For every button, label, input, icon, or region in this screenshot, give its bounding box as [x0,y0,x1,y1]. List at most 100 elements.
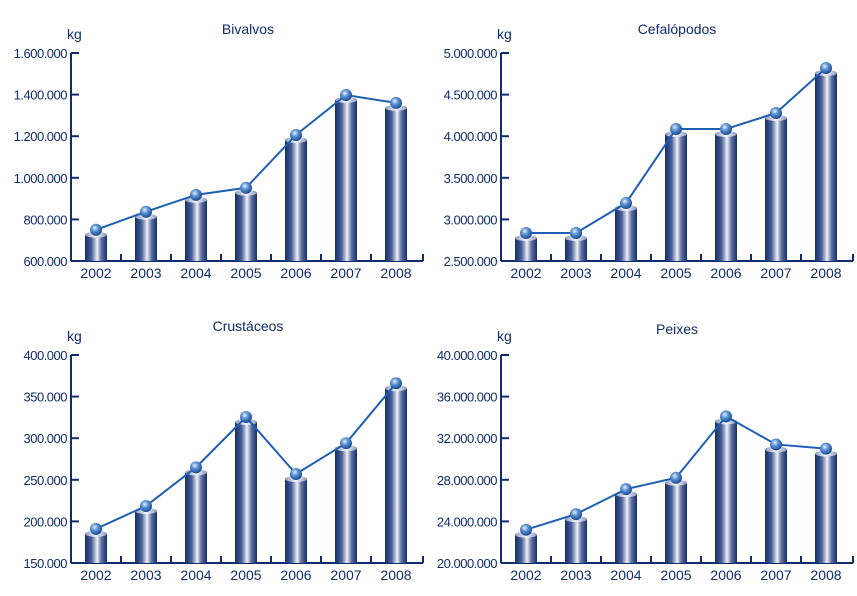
x-tick-label: 2003 [130,265,161,281]
bar-2007 [765,449,787,563]
y-tick-label: 36.000.000 [437,390,497,405]
bar-2002 [85,533,107,563]
x-tick-label: 2008 [810,265,841,281]
data-point-2003 [140,500,152,513]
bar-2005 [235,421,257,563]
y-tick-label: 200.000 [24,514,68,529]
y-tick-label: 32.000.000 [437,431,497,446]
chart-peixes: Peixes kg 20.000.000 24.000.000 28.000.000 32… [437,321,854,583]
y-tick-label: 250.000 [24,473,68,488]
data-point-2007 [770,106,782,119]
chart-title: Bivalvos [222,21,274,37]
bar-2003 [135,216,157,261]
data-point-2008 [390,96,402,109]
chart-title: Crustáceos [213,318,284,334]
bar-2005 [665,133,687,261]
data-point-2006 [290,128,302,141]
x-tick-label: 2004 [180,265,211,281]
x-tick-label: 2004 [610,265,641,281]
y-tick-label: 40.000.000 [437,348,497,363]
x-tick-label: 2007 [760,567,791,583]
y-tick-label: 24.000.000 [437,514,497,529]
chart-bivalvos: Bivalvos kg 600.000 800.000 1.000.000 1.200.0… [14,21,424,281]
bar-2004 [615,208,637,261]
data-point-2006 [290,467,302,480]
x-tick-label: 2004 [180,567,211,583]
y-tick-label: 4.500.000 [444,88,498,103]
chart-title: Peixes [656,321,698,337]
y-tick-label: 20.000.000 [437,556,497,571]
data-point-2004 [620,483,632,496]
data-point-2003 [570,508,582,521]
x-tick-label: 2007 [760,265,791,281]
data-point-2006 [720,122,732,135]
data-point-2005 [670,471,682,484]
x-tick-label: 2002 [510,265,541,281]
chart-title: Cefalópodos [638,21,717,37]
y-tick-label: 3.000.000 [444,212,498,227]
data-point-2004 [190,461,202,474]
data-point-2002 [520,523,532,536]
x-tick-label: 2006 [280,567,311,583]
y-tick-label: 350.000 [24,390,68,405]
chart-crustaceos: Crustáceos kg 150.000 200.000 250.000 300.000… [24,318,424,583]
data-point-2004 [190,188,202,201]
y-tick-label: 600.000 [24,254,68,269]
x-tick-label: 2005 [230,265,261,281]
data-point-2003 [140,205,152,218]
y-tick-label: 4.000.000 [444,129,498,144]
bar-2003 [565,519,587,563]
x-tick-label: 2003 [560,265,591,281]
data-point-2008 [820,61,832,74]
data-point-2007 [770,438,782,451]
bar-2007 [335,100,357,262]
x-tick-label: 2002 [80,567,111,583]
data-point-2007 [340,437,352,450]
bar-2007 [335,448,357,563]
bar-2008 [385,388,407,563]
y-tick-label: 150.000 [24,556,68,571]
data-point-2003 [570,226,582,239]
x-tick-label: 2003 [130,567,161,583]
bar-2003 [135,511,157,563]
y-tick-label: 5.000.000 [444,46,498,61]
x-tick-label: 2006 [710,265,741,281]
bar-2002 [515,534,537,563]
bar-2008 [815,453,837,563]
bar-2006 [285,478,307,563]
bar-2002 [515,237,537,261]
x-tick-label: 2008 [380,265,411,281]
bar-2004 [185,472,207,563]
data-point-2002 [90,522,102,535]
data-point-2005 [670,122,682,135]
x-tick-label: 2008 [810,567,841,583]
y-tick-label: 28.000.000 [437,473,497,488]
y-tick-label: 1.600.000 [14,46,68,61]
x-tick-label: 2005 [230,567,261,583]
x-tick-label: 2002 [510,567,541,583]
x-tick-label: 2006 [710,567,741,583]
x-tick-label: 2004 [610,567,641,583]
y-tick-label: 1.000.000 [14,171,68,186]
x-tick-label: 2002 [80,265,111,281]
data-point-2002 [520,226,532,239]
bar-2008 [385,107,407,261]
bar-2006 [715,133,737,261]
y-tick-label: 1.400.000 [14,88,68,103]
y-tick-label: 300.000 [24,431,68,446]
bar-2006 [285,139,307,261]
data-point-2007 [340,89,352,102]
y-tick-label: 400.000 [24,348,68,363]
bar-2002 [85,234,107,261]
bar-2004 [615,494,637,563]
bar-2007 [765,117,787,261]
x-tick-label: 2007 [330,567,361,583]
y-axis-unit-label: kg [67,328,82,344]
data-point-2004 [620,197,632,210]
x-tick-label: 2005 [660,265,691,281]
y-tick-label: 800.000 [24,212,68,227]
y-tick-label: 3.500.000 [444,171,498,186]
x-tick-label: 2005 [660,567,691,583]
x-tick-label: 2007 [330,265,361,281]
bar-2005 [665,482,687,563]
